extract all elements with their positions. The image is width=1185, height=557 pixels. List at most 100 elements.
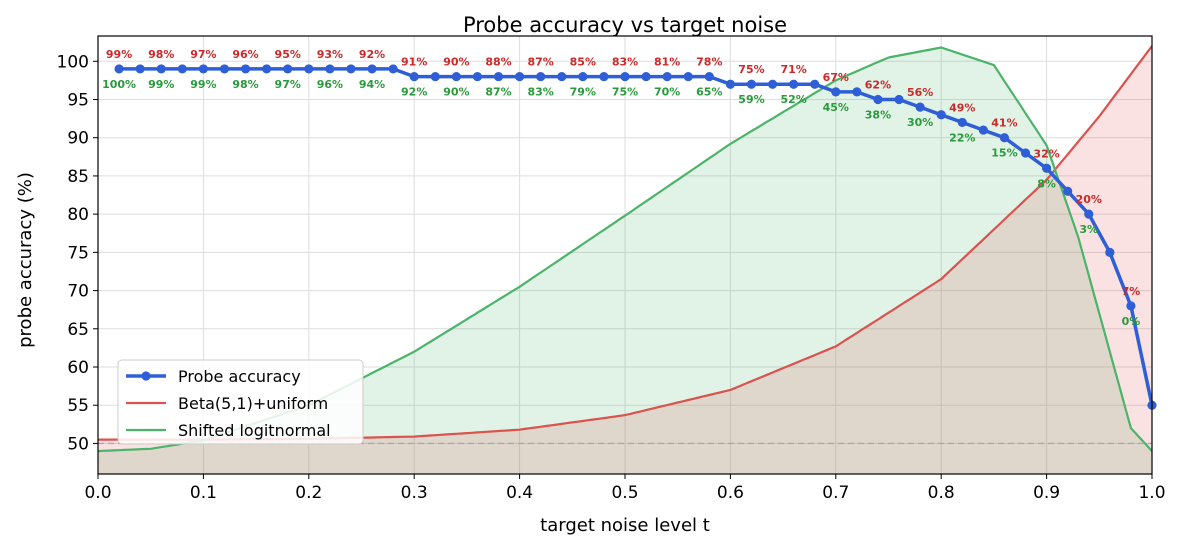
annotation-top-label: 88% bbox=[485, 56, 511, 69]
probe-accuracy-point bbox=[304, 64, 314, 74]
annotation-bottom-label: 83% bbox=[528, 86, 554, 99]
probe-accuracy-point bbox=[1063, 186, 1073, 196]
annotation-bottom-label: 98% bbox=[232, 78, 258, 91]
x-tick-label: 0.5 bbox=[611, 483, 638, 503]
annotation-top-label: 87% bbox=[528, 56, 554, 69]
legend-logitnormal-label: Shifted logitnormal bbox=[178, 421, 331, 440]
probe-accuracy-point bbox=[831, 87, 841, 97]
probe-accuracy-point bbox=[493, 71, 504, 82]
probe-accuracy-point bbox=[557, 71, 567, 82]
probe-accuracy-point bbox=[789, 79, 799, 89]
annotation-bottom-label: 45% bbox=[823, 101, 849, 114]
probe-accuracy-point bbox=[704, 71, 714, 82]
annotation-bottom-label: 96% bbox=[317, 78, 343, 91]
probe-accuracy-point bbox=[388, 64, 398, 74]
annotation-top-label: 99% bbox=[106, 48, 132, 61]
y-axis-title: probe accuracy (%) bbox=[15, 172, 36, 348]
annotation-top-label: 96% bbox=[232, 48, 258, 61]
annotation-top-label: 85% bbox=[570, 56, 596, 69]
probe-accuracy-point bbox=[409, 71, 419, 82]
x-tick-label: 0.2 bbox=[295, 483, 322, 503]
annotation-bottom-label: 65% bbox=[696, 86, 722, 99]
annotation-top-label: 92% bbox=[359, 48, 385, 61]
probe-accuracy-point bbox=[1126, 301, 1136, 311]
probe-accuracy-point bbox=[1020, 148, 1031, 158]
probe-accuracy-point bbox=[978, 125, 988, 135]
legend-beta-label: Beta(5,1)+uniform bbox=[178, 394, 328, 413]
probe-accuracy-point bbox=[156, 64, 166, 74]
x-tick-label: 1.0 bbox=[1138, 483, 1165, 503]
logitnormal-fill bbox=[98, 47, 1152, 474]
probe-accuracy-point bbox=[430, 71, 440, 82]
probe-accuracy-point bbox=[1105, 247, 1115, 257]
x-tick-label: 0.4 bbox=[506, 483, 533, 503]
annotation-bottom-label: 99% bbox=[148, 78, 174, 91]
probe-accuracy-point bbox=[662, 71, 672, 82]
probe-accuracy-point bbox=[346, 64, 356, 74]
annotation-top-label: 81% bbox=[654, 56, 680, 69]
probe-accuracy-point bbox=[1084, 209, 1094, 219]
chart-title: Probe accuracy vs target noise bbox=[463, 13, 787, 37]
probe-accuracy-point bbox=[936, 110, 946, 120]
annotation-bottom-label: 99% bbox=[190, 78, 216, 91]
probe-accuracy-point bbox=[999, 133, 1010, 143]
y-tick-label: 80 bbox=[67, 205, 89, 225]
y-tick-label: 100 bbox=[57, 52, 89, 72]
probe-accuracy-point bbox=[219, 64, 230, 74]
probe-accuracy-point bbox=[915, 102, 925, 112]
legend: Probe accuracy Beta(5,1)+uniform Shifted l… bbox=[117, 359, 364, 445]
annotation-top-label: 83% bbox=[612, 56, 638, 69]
probe-accuracy-point bbox=[325, 64, 335, 74]
x-axis-title: target noise level t bbox=[540, 515, 710, 536]
beta-fill bbox=[98, 46, 1152, 474]
annotation-top-label: 56% bbox=[907, 86, 933, 99]
x-tick-label: 0.1 bbox=[190, 483, 217, 503]
x-tick-label: 0.0 bbox=[84, 483, 111, 503]
y-tick-label: 55 bbox=[67, 396, 89, 416]
y-tick-label: 95 bbox=[67, 91, 89, 111]
y-tick-label: 50 bbox=[67, 434, 89, 454]
annotation-top-label: 7% bbox=[1122, 285, 1141, 298]
probe-accuracy-point bbox=[641, 71, 651, 82]
probe-accuracy-point bbox=[873, 94, 883, 105]
annotation-top-label: 93% bbox=[317, 48, 343, 61]
annotation-top-label: 75% bbox=[738, 63, 764, 76]
probe-accuracy-point bbox=[810, 79, 820, 89]
probe-accuracy-point bbox=[283, 64, 293, 74]
probe-accuracy-point bbox=[894, 94, 904, 105]
probe-accuracy-point bbox=[472, 71, 483, 82]
probe-accuracy-point bbox=[767, 79, 778, 89]
annotation-bottom-label: 87% bbox=[485, 86, 511, 99]
annotation-top-label: 98% bbox=[148, 48, 174, 61]
probe-accuracy-point bbox=[367, 64, 377, 74]
x-tick-label: 0.8 bbox=[928, 483, 955, 503]
x-tick-label: 0.6 bbox=[717, 483, 744, 503]
y-tick-label: 85 bbox=[67, 167, 89, 187]
annotation-top-label: 49% bbox=[949, 101, 975, 114]
y-tick-label: 75 bbox=[67, 243, 89, 263]
probe-accuracy-point bbox=[1042, 163, 1052, 173]
y-tick-label: 90 bbox=[67, 129, 89, 149]
annotation-top-label: 71% bbox=[780, 63, 806, 76]
annotation-bottom-label: 70% bbox=[654, 86, 680, 99]
probe-accuracy-point bbox=[620, 71, 630, 82]
y-tick-label: 70 bbox=[67, 282, 89, 302]
annotation-bottom-label: 90% bbox=[443, 86, 469, 99]
probe-accuracy-point bbox=[599, 71, 609, 82]
probe-accuracy-point bbox=[725, 79, 736, 89]
annotation-top-label: 97% bbox=[190, 48, 216, 61]
annotation-bottom-label: 100% bbox=[102, 78, 136, 91]
annotation-bottom-label: 52% bbox=[780, 93, 806, 106]
annotation-bottom-label: 38% bbox=[865, 109, 891, 122]
annotation-bottom-label: 30% bbox=[907, 116, 933, 129]
probe-accuracy-point bbox=[240, 64, 251, 74]
annotation-bottom-label: 75% bbox=[612, 86, 638, 99]
annotation-bottom-label: 3% bbox=[1079, 223, 1098, 236]
probe-accuracy-point bbox=[536, 71, 546, 82]
probe-accuracy-point bbox=[135, 64, 145, 74]
probe-accuracy-point bbox=[198, 64, 208, 74]
probe-accuracy-point bbox=[515, 71, 525, 82]
annotation-bottom-label: 79% bbox=[570, 86, 596, 99]
probe-accuracy-point bbox=[451, 71, 461, 82]
